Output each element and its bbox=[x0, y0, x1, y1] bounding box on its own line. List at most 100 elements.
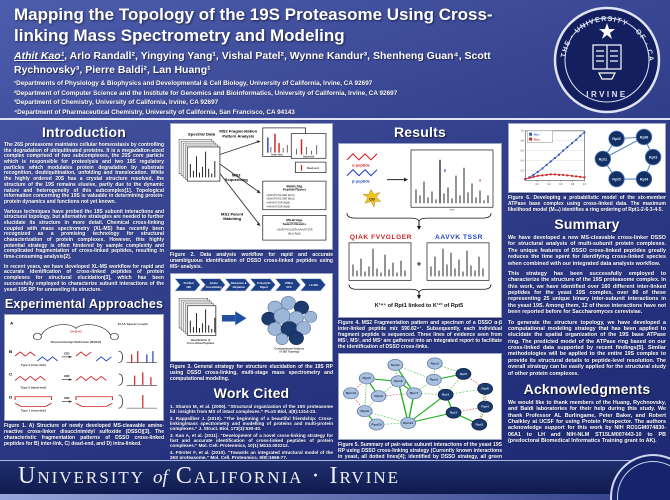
svg-text:Intra-link: Intra-link bbox=[303, 154, 315, 158]
svg-text:Disuccinimidyl Sulfoxide (DSSO: Disuccinimidyl Sulfoxide (DSSO) bbox=[51, 341, 102, 345]
svg-text:B: B bbox=[9, 349, 12, 353]
affiliation-2: ²Department of Computer Science and the … bbox=[14, 89, 398, 97]
svg-text:Proteolytic: Proteolytic bbox=[257, 282, 271, 285]
svg-text:1.0: 1.0 bbox=[583, 184, 587, 186]
svg-text:CID: CID bbox=[369, 197, 375, 201]
svg-text:0.4: 0.4 bbox=[547, 184, 551, 186]
figure-4-graphic: α peptide β peptide CID α β m/z QIAK FVV… bbox=[346, 149, 494, 309]
footer-part-california: California bbox=[175, 463, 304, 489]
svg-text:Purified: Purified bbox=[184, 282, 194, 285]
protein-complex-icon bbox=[261, 296, 318, 345]
footer-strip bbox=[0, 494, 670, 500]
figure-2: Spectral Data MS2 Fragmentation Pattern … bbox=[170, 123, 333, 250]
introduction-heading: Introduction bbox=[41, 124, 127, 140]
figure-1-graphic: A O=S=O 10.1Å Spacer Length Disuccinimid… bbox=[9, 321, 157, 413]
seal-city: IRVINE bbox=[586, 90, 628, 99]
svg-text:Rpt4: Rpt4 bbox=[640, 177, 649, 181]
svg-text:~AAVVK(TSSR (Rpt5): ~AAVVK(TSSR (Rpt5) bbox=[266, 205, 290, 208]
svg-text:α peptide: α peptide bbox=[352, 163, 371, 168]
svg-text:Rpt5: Rpt5 bbox=[612, 177, 621, 181]
figure-6-ring: Rpt2 Rpt6 Rpt1 Rpt3 Rpt5 Rpt4 bbox=[594, 128, 662, 188]
figure-5-caption: Figure 5. Summary of pair-wise subunit i… bbox=[338, 442, 502, 459]
svg-text:Rpn9: Rpn9 bbox=[374, 395, 383, 398]
svg-text:of 19S Topology: of 19S Topology bbox=[279, 351, 300, 354]
svg-text:α: α bbox=[479, 179, 482, 183]
svg-text:~QIAK(FVVGLGER (Rpt1): ~QIAK(FVVGLGER (Rpt1) bbox=[266, 194, 295, 197]
figure-4-caption: Figure 4. MS2 Fragmentation pattern and … bbox=[338, 320, 502, 350]
coauthors: , Arlo Randall², Yingying Yang¹, Vishal … bbox=[14, 50, 491, 76]
affiliations: ¹Departments of Physiology & Biophysics … bbox=[14, 79, 554, 117]
svg-text:0.2: 0.2 bbox=[521, 170, 525, 172]
svg-text:CID: CID bbox=[64, 397, 69, 401]
uc-seal: THE · UNIVERSITY · OF · CALIFORNIA IRVIN… bbox=[552, 5, 661, 114]
svg-text:Batch-Tag: Batch-Tag bbox=[287, 184, 303, 188]
poster-title: Mapping the Topology of the 19S Proteaso… bbox=[14, 5, 493, 45]
svg-text:MS3: MS3 bbox=[232, 173, 241, 178]
reference-3: 3. Kao A, et al. (2011). “Development of… bbox=[170, 432, 333, 449]
acknowledgments-text: We would like to thank members of the Hu… bbox=[508, 399, 666, 445]
svg-text:Rpn5: Rpn5 bbox=[362, 377, 371, 380]
svg-text:β: β bbox=[444, 169, 446, 173]
footer-band: University of California · Irvine bbox=[0, 460, 670, 494]
reference-4: 4. Förster F, et al. (2010). “Towards an… bbox=[170, 450, 333, 459]
svg-text:Reduction &: Reduction & bbox=[231, 282, 247, 285]
figure-3-caption: Figure 3. General strategy for structure… bbox=[170, 364, 333, 382]
figure-1-caption: Figure 1. A) Structure of newly develope… bbox=[4, 423, 164, 448]
legend-series-1: Mₘₗ bbox=[534, 133, 540, 137]
svg-text:Rpn3: Rpn3 bbox=[430, 378, 439, 381]
svg-text:Type 1 (intra-link): Type 1 (intra-link) bbox=[21, 409, 46, 413]
svg-text:~QIAKFVVGLGER+AAVVKTSSR: ~QIAKFVVGLGER+AAVVKTSSR bbox=[276, 229, 313, 232]
poster-header: Mapping the Topology of the 19S Proteaso… bbox=[0, 0, 670, 120]
svg-text:10.1Å Spacer Length: 10.1Å Spacer Length bbox=[118, 322, 148, 326]
svg-text:Amine: Amine bbox=[210, 282, 219, 285]
seal-star-icon bbox=[599, 23, 615, 39]
svg-text:+: + bbox=[417, 260, 422, 269]
svg-text:Sem1: Sem1 bbox=[391, 363, 400, 366]
svg-text:Rpn11: Rpn11 bbox=[403, 421, 413, 424]
summary-paragraph-2: This strategy has been successfully empl… bbox=[508, 270, 666, 316]
svg-text:1.0: 1.0 bbox=[521, 131, 525, 133]
svg-text:Rpt2: Rpt2 bbox=[612, 137, 621, 141]
summary-paragraph-1: We have developed a new MS-cleavable cro… bbox=[508, 235, 666, 267]
svg-text:Computational Analysis: Computational Analysis bbox=[274, 347, 304, 350]
figure-2-graphic: Spectral Data MS2 Fragmentation Pattern … bbox=[178, 127, 327, 241]
figure-6-caption: Figure 6. Developing a probabilistic mod… bbox=[508, 195, 666, 213]
spectra-stack-icon bbox=[178, 139, 221, 182]
svg-text:Cross-linked Peptides: Cross-linked Peptides bbox=[187, 342, 215, 345]
svg-text:Rpn7: Rpn7 bbox=[410, 392, 419, 395]
affiliation-1: ¹Departments of Physiology & Biophysics … bbox=[14, 80, 373, 87]
svg-text:Dead-end: Dead-end bbox=[307, 166, 319, 170]
results-heading: Results bbox=[394, 124, 446, 140]
svg-text:0.8: 0.8 bbox=[571, 184, 575, 186]
svg-text:Rpt1: Rpt1 bbox=[442, 393, 450, 396]
svg-text:Pattern Analysis: Pattern Analysis bbox=[222, 134, 255, 139]
reference-1: 1. Sharon M, et al. (2006). “Structural … bbox=[170, 404, 333, 415]
svg-text:SCX: SCX bbox=[286, 286, 292, 289]
svg-text:MS-Bridge: MS-Bridge bbox=[286, 218, 303, 222]
introduction-paragraph-1: The 26S proteasome maintains cellular ho… bbox=[4, 142, 164, 205]
footer-part-university: University bbox=[18, 463, 146, 489]
figure-6-chart: 0.2 0.2 0.4 0.4 0.6 0.6 0.8 0.8 1.0 1.0 Mₘₗ Mₜₒₜ bbox=[521, 130, 587, 186]
svg-text:Crosslinking: Crosslinking bbox=[206, 286, 222, 289]
svg-text:D: D bbox=[9, 395, 12, 399]
column-results: Results α peptide β peptide CID α β m/z bbox=[338, 123, 502, 459]
svg-text:Rpt5: Rpt5 bbox=[460, 372, 468, 375]
svg-text:Rpt1: Rpt1 bbox=[599, 157, 608, 161]
svg-text:Rpt3: Rpt3 bbox=[475, 423, 483, 426]
svg-text:0.8: 0.8 bbox=[521, 141, 525, 143]
dsso-sulfoxide-label: O=S=O bbox=[70, 330, 82, 334]
svg-text:0.4: 0.4 bbox=[521, 160, 525, 162]
svg-text:Type 0 (dead-end): Type 0 (dead-end) bbox=[20, 386, 46, 390]
svg-text:K¹⁸⁴ of Rpt1 linked to K¹²³ of: K¹⁸⁴ of Rpt1 linked to K¹²³ of Rpt5 bbox=[375, 302, 463, 309]
affiliation-3: ³Department of Chemistry, University of … bbox=[14, 99, 219, 107]
svg-text:Peptide Report: Peptide Report bbox=[283, 188, 306, 192]
svg-text:19S: 19S bbox=[186, 286, 191, 289]
figure-2-caption: Figure 2. Data analysis workflow for rap… bbox=[170, 252, 333, 270]
seal-book-icon bbox=[592, 44, 622, 80]
column-summary: 0.2 0.2 0.4 0.4 0.6 0.6 0.8 0.8 1.0 1.0 Mₘₗ Mₜₒₜ … bbox=[508, 123, 666, 459]
lead-author: Athit Kao¹ bbox=[14, 50, 65, 62]
svg-text:0.6: 0.6 bbox=[521, 151, 525, 153]
spectra-stack-icon bbox=[178, 298, 217, 336]
